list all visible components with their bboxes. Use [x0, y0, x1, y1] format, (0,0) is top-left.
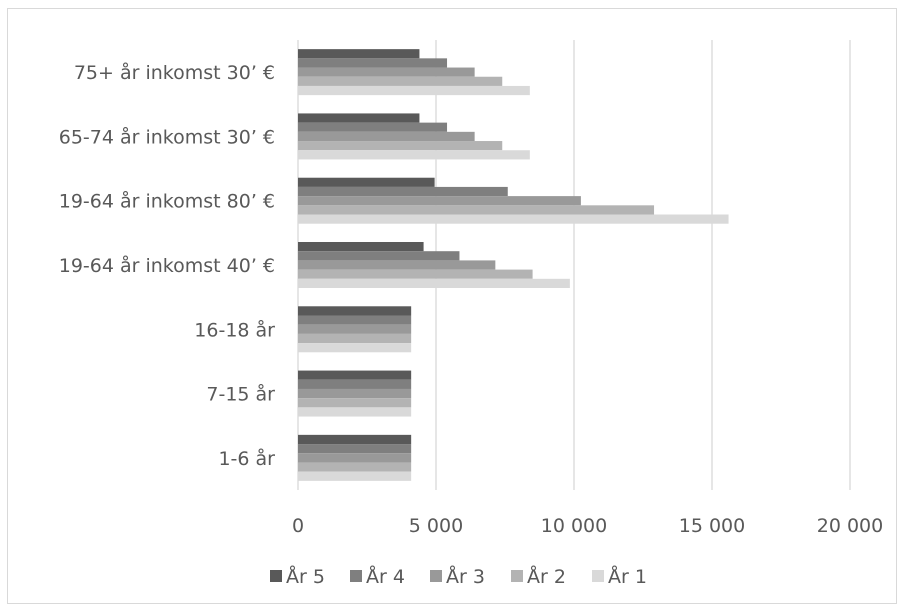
bar — [298, 306, 412, 316]
bar — [298, 315, 412, 325]
x-tick-label: 10 000 — [541, 515, 607, 537]
legend: År 5 År 4 År 3 År 2 År 1 — [270, 565, 647, 588]
x-tick-label: 20 000 — [817, 515, 883, 537]
bar — [298, 196, 581, 206]
bar — [298, 398, 412, 408]
bar — [298, 85, 530, 96]
bar — [298, 186, 508, 197]
bar — [298, 205, 655, 215]
x-tick-label: 15 000 — [679, 515, 745, 537]
legend-label: År 1 — [608, 565, 647, 588]
bar — [298, 434, 412, 445]
legend-label: År 3 — [446, 565, 485, 588]
bar — [298, 453, 412, 463]
legend-swatch — [592, 570, 604, 582]
legend-swatch — [430, 570, 442, 582]
legend-swatch — [511, 570, 523, 582]
category-labels: 75+ år inkomst 30’ € 65-74 år inkomst 30’… — [59, 61, 275, 470]
legend-swatch — [270, 570, 282, 582]
chart-frame — [7, 8, 897, 604]
bar — [298, 131, 475, 142]
category-label: 75+ år inkomst 30’ € — [74, 61, 275, 84]
bar — [298, 444, 412, 454]
bar — [298, 269, 533, 279]
category-label: 7-15 år — [206, 383, 275, 406]
bar — [298, 278, 570, 288]
bar — [298, 141, 503, 151]
category-label: 19-64 år inkomst 80’ € — [59, 190, 275, 213]
bar — [298, 67, 475, 77]
legend-swatch — [350, 570, 362, 582]
bar — [298, 49, 420, 59]
bar — [298, 58, 448, 68]
bar — [298, 76, 503, 86]
bar — [298, 388, 412, 399]
bar — [298, 113, 420, 123]
legend-label: År 4 — [366, 565, 405, 588]
category-label: 19-64 år inkomst 40’ € — [59, 254, 275, 277]
legend-label: År 2 — [527, 565, 566, 588]
bar — [298, 122, 448, 132]
x-tick-label: 0 — [292, 515, 304, 537]
bar — [298, 379, 412, 389]
bars — [298, 49, 729, 481]
bar — [298, 324, 412, 334]
bar — [298, 407, 412, 417]
bar — [298, 462, 412, 472]
bar — [298, 370, 412, 380]
legend-label: År 5 — [286, 565, 325, 588]
category-label: 1-6 år — [218, 447, 275, 470]
x-tick-labels: 0 5 000 10 000 15 000 20 000 — [292, 515, 883, 537]
bar — [298, 214, 729, 224]
bar — [298, 260, 496, 270]
bar — [298, 242, 424, 252]
bar — [298, 343, 412, 353]
bar — [298, 251, 460, 261]
x-tick-label: 5 000 — [409, 515, 463, 537]
bar — [298, 177, 435, 187]
category-label: 16-18 år — [194, 318, 275, 341]
bar — [298, 333, 412, 344]
category-label: 65-74 år inkomst 30’ € — [59, 125, 275, 148]
bar — [298, 150, 530, 160]
bar — [298, 471, 412, 481]
